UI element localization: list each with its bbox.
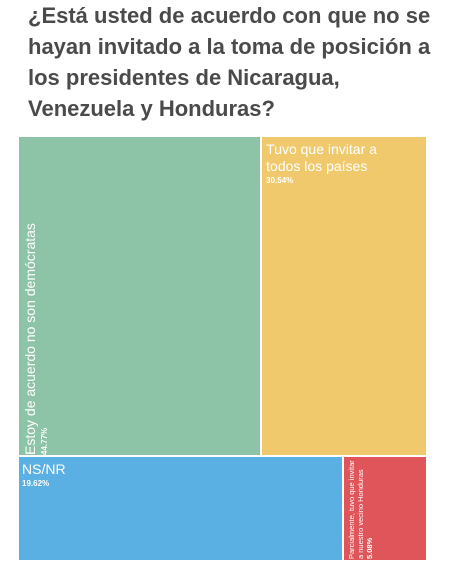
cell-label: Estoy de acuerdo no son demócratas: [22, 223, 38, 456]
treemap-cell-nsnr[interactable]: NS/NR 19.62%: [18, 456, 343, 561]
cell-label: NS/NR: [22, 461, 66, 478]
treemap: Estoy de acuerdo no son demócratas 44.77…: [18, 136, 427, 561]
treemap-cell-invitar-todos[interactable]: Tuvo que invitar a todos los países 30.5…: [261, 136, 427, 457]
cell-value-label: 30.54%: [266, 176, 294, 185]
cell-value-label: 19.62%: [22, 479, 50, 489]
chart-title: ¿Está usted de acuerdo con que no se hay…: [28, 3, 431, 121]
treemap-cell-parcialmente[interactable]: Parcialmente, tuvo que invitar a nuestro…: [342, 456, 427, 561]
cell-label: Tuvo que invitar a todos los países: [266, 141, 377, 174]
cell-value-label: 44.77%: [40, 427, 49, 456]
treemap-cell-de-acuerdo[interactable]: Estoy de acuerdo no son demócratas 44.77…: [18, 136, 262, 457]
cell-label: Parcialmente, tuvo que invitar a nuestro…: [346, 460, 365, 559]
cell-value-label: 5.08%: [364, 537, 374, 559]
